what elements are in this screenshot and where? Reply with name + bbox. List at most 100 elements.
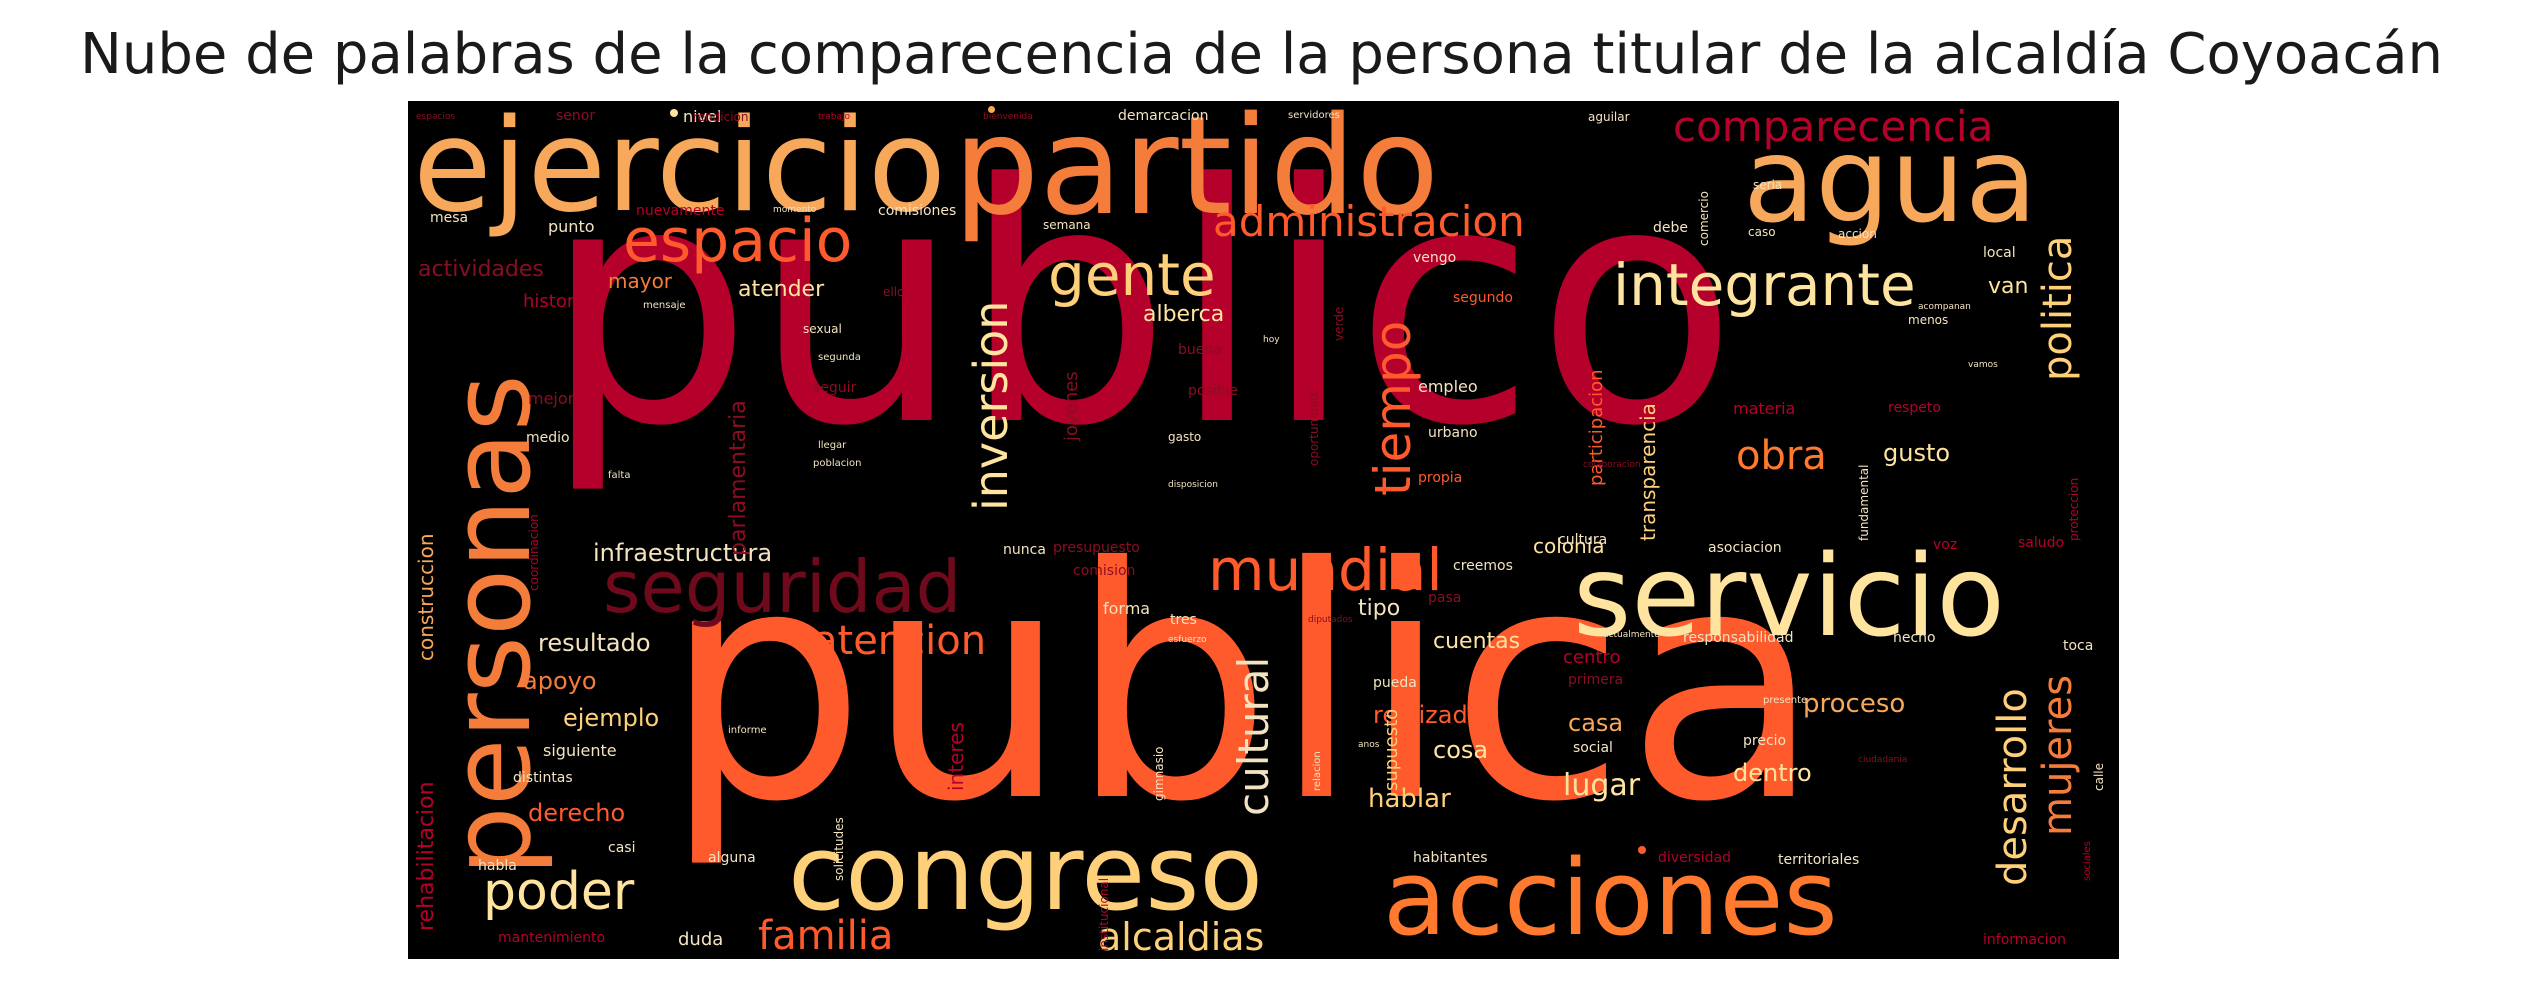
word-informe: informe bbox=[728, 725, 767, 736]
word-mujeres: mujeres bbox=[2035, 674, 2081, 836]
word-lugar: lugar bbox=[1563, 768, 1641, 803]
word-alguna: alguna bbox=[708, 850, 756, 866]
word-comisiones: comisiones bbox=[878, 203, 957, 219]
word-propia: propia bbox=[1418, 470, 1463, 486]
word-falta: falta bbox=[608, 470, 631, 481]
word-momento: momento bbox=[773, 205, 817, 215]
word-mesa: mesa bbox=[430, 210, 469, 226]
word-poblacion: poblacion bbox=[813, 458, 862, 469]
word-saludo: saludo bbox=[2018, 535, 2065, 551]
word-tipo: tipo bbox=[1358, 596, 1401, 621]
word-casa: casa bbox=[1568, 709, 1624, 737]
word-cuentas: cuentas bbox=[1433, 629, 1521, 654]
word-verde: verde bbox=[1332, 306, 1346, 341]
word-cultural: cultural bbox=[1229, 656, 1278, 816]
word-mayor: mayor bbox=[608, 269, 673, 293]
word-inversion: inversion bbox=[964, 300, 1018, 511]
word-integrante: integrante bbox=[1613, 251, 1916, 319]
word-fundamental: fundamental bbox=[1857, 464, 1871, 541]
word-gimnasio: gimnasio bbox=[1152, 746, 1166, 801]
word-relacion: relacion bbox=[1312, 751, 1323, 791]
word-atender: atender bbox=[738, 277, 825, 302]
word-comision: comision bbox=[1073, 563, 1136, 579]
word-diputados: diputados bbox=[1308, 615, 1353, 625]
word-vamos: vamos bbox=[1968, 360, 1998, 370]
word-forma: forma bbox=[1103, 599, 1151, 618]
word-medio: medio bbox=[526, 430, 570, 446]
word-dentro: dentro bbox=[1733, 759, 1812, 787]
word-habla: habla bbox=[478, 858, 517, 874]
word-vengo: vengo bbox=[1413, 250, 1457, 266]
word-apoyo: apoyo bbox=[523, 667, 597, 695]
word-llegar: llegar bbox=[818, 440, 847, 451]
word-cultura: cultura bbox=[1558, 532, 1608, 548]
word-publico: publico bbox=[543, 114, 1738, 498]
word-nivel: nivel bbox=[683, 107, 722, 126]
word-pasa: pasa bbox=[1428, 590, 1462, 606]
word-hecho: hecho bbox=[1893, 630, 1936, 646]
word-acciones: acciones bbox=[1383, 837, 1838, 959]
word-resultado: resultado bbox=[538, 629, 651, 657]
word-asociacion: asociacion bbox=[1708, 540, 1782, 556]
word-precio: precio bbox=[1743, 733, 1787, 749]
word-supuesto: supuesto bbox=[1381, 708, 1402, 791]
word-solicitudes: solicitudes bbox=[832, 817, 846, 881]
word-caso: caso bbox=[1748, 225, 1776, 239]
word-demarcacion: demarcacion bbox=[1118, 108, 1209, 124]
word-centro: centro bbox=[1563, 647, 1621, 668]
word-presente: presente bbox=[1763, 695, 1808, 706]
word-alberca: alberca bbox=[1143, 302, 1225, 327]
word-siguiente: siguiente bbox=[543, 741, 617, 760]
word-jovenes: jovenes bbox=[1061, 371, 1082, 441]
word-comercio: comercio bbox=[1697, 191, 1711, 246]
word-creemos: creemos bbox=[1453, 558, 1513, 574]
word-gusto: gusto bbox=[1883, 439, 1951, 467]
word-nunca: nunca bbox=[1003, 542, 1046, 558]
word-poder: poder bbox=[483, 862, 635, 922]
word-duda: duda bbox=[678, 929, 724, 950]
word-seguir: seguir bbox=[813, 380, 857, 396]
word-colonia: colonia bbox=[1533, 534, 1605, 558]
word-gente: gente bbox=[1048, 241, 1216, 309]
word-realizado: realizado bbox=[1373, 701, 1483, 729]
word-punto: punto bbox=[548, 217, 595, 236]
word-ejemplo: ejemplo bbox=[563, 704, 660, 732]
word-transparencia: transparencia bbox=[1636, 403, 1660, 541]
word-comparecencia: comparecencia bbox=[1673, 102, 1994, 151]
word-hoy: hoy bbox=[1263, 335, 1280, 345]
word-sociales: sociales bbox=[2082, 841, 2093, 881]
word-primera: primera bbox=[1568, 672, 1624, 688]
word-distintas: distintas bbox=[513, 770, 573, 786]
word-mensaje: mensaje bbox=[643, 300, 686, 311]
word-senor: senor bbox=[556, 108, 596, 124]
word-actualmente: actualmente bbox=[1603, 630, 1660, 640]
word-hablar: hablar bbox=[1368, 784, 1451, 814]
word-posible: posible bbox=[1188, 383, 1239, 399]
word-materia: materia bbox=[1733, 399, 1796, 418]
word-casi: casi bbox=[608, 840, 636, 856]
word-desarrollo: desarrollo bbox=[1990, 688, 2036, 886]
word-pueda: pueda bbox=[1373, 675, 1417, 691]
word-diversidad: diversidad bbox=[1658, 850, 1731, 866]
word-habitantes: habitantes bbox=[1413, 850, 1488, 866]
word-anos: anos bbox=[1358, 740, 1380, 750]
word-bienvenida: bienvenida bbox=[983, 112, 1033, 122]
word-servicio: servicio bbox=[1573, 532, 2005, 662]
word-congreso: congreso bbox=[788, 812, 1264, 934]
word-ello: ello bbox=[883, 285, 905, 299]
word-tres: tres bbox=[1170, 612, 1197, 628]
word-respeto: respeto bbox=[1888, 400, 1941, 416]
word-aguilar: aguilar bbox=[1588, 110, 1630, 124]
word-oportunidad: oportunidad bbox=[1307, 392, 1321, 466]
word-actividades: actividades bbox=[418, 257, 544, 282]
word-informacion: informacion bbox=[1983, 932, 2067, 948]
word-accion: accion bbox=[1838, 227, 1877, 241]
word-acompanan: acompanan bbox=[1918, 302, 1971, 312]
word-derecho: derecho bbox=[528, 799, 626, 827]
word-rehabilitacion: rehabilitacion bbox=[414, 781, 439, 931]
word-obra: obra bbox=[1736, 433, 1827, 479]
word-local: local bbox=[1983, 245, 2016, 261]
word-presupuesto: presupuesto bbox=[1053, 540, 1140, 556]
word-semana: semana bbox=[1043, 218, 1091, 232]
word-mundial: mundial bbox=[1208, 536, 1443, 604]
